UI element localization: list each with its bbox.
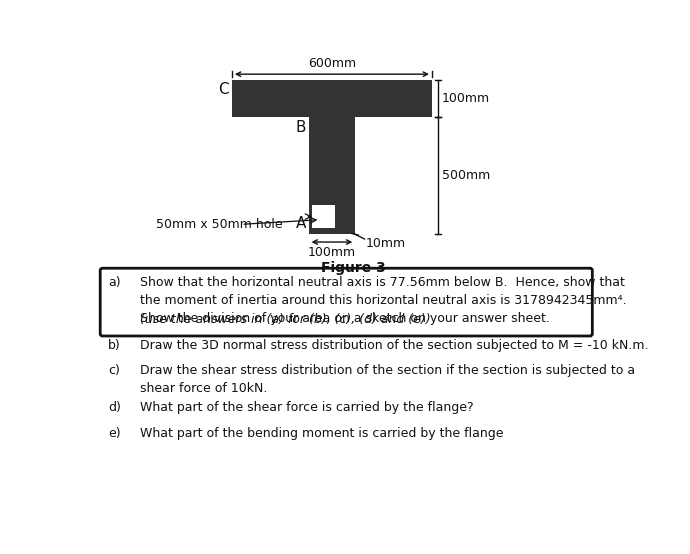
Text: B: B <box>296 120 306 135</box>
Text: d): d) <box>108 402 121 414</box>
Text: 600mm: 600mm <box>308 57 356 70</box>
Text: Draw the 3D normal stress distribution of the section subjected to M = -10 kN.m.: Draw the 3D normal stress distribution o… <box>141 339 649 352</box>
Text: b): b) <box>108 339 121 352</box>
Text: C: C <box>218 82 229 97</box>
Bar <box>312 205 335 228</box>
Text: c): c) <box>108 365 120 377</box>
Text: A: A <box>296 216 306 231</box>
Bar <box>232 80 432 117</box>
Text: Show that the horizontal neutral axis is 77.56mm below B.  Hence, show that
the : Show that the horizontal neutral axis is… <box>141 276 627 325</box>
Text: 50mm x 50mm hole: 50mm x 50mm hole <box>156 218 283 231</box>
Text: 10mm: 10mm <box>366 238 406 250</box>
Text: (use the answers in (a) for (b), (c), (d) and (e)): (use the answers in (a) for (b), (c), (d… <box>141 313 431 326</box>
Text: What part of the bending moment is carried by the flange: What part of the bending moment is carri… <box>141 427 504 440</box>
Text: What part of the shear force is carried by the flange?: What part of the shear force is carried … <box>141 402 474 414</box>
Text: Draw the shear stress distribution of the section if the section is subjected to: Draw the shear stress distribution of th… <box>141 365 635 396</box>
Bar <box>308 117 355 234</box>
Text: Figure 3: Figure 3 <box>322 260 386 275</box>
Text: 100mm: 100mm <box>442 93 490 105</box>
Text: e): e) <box>108 427 121 440</box>
Text: 500mm: 500mm <box>442 170 490 182</box>
Text: a): a) <box>108 276 121 289</box>
Text: 100mm: 100mm <box>308 246 356 259</box>
